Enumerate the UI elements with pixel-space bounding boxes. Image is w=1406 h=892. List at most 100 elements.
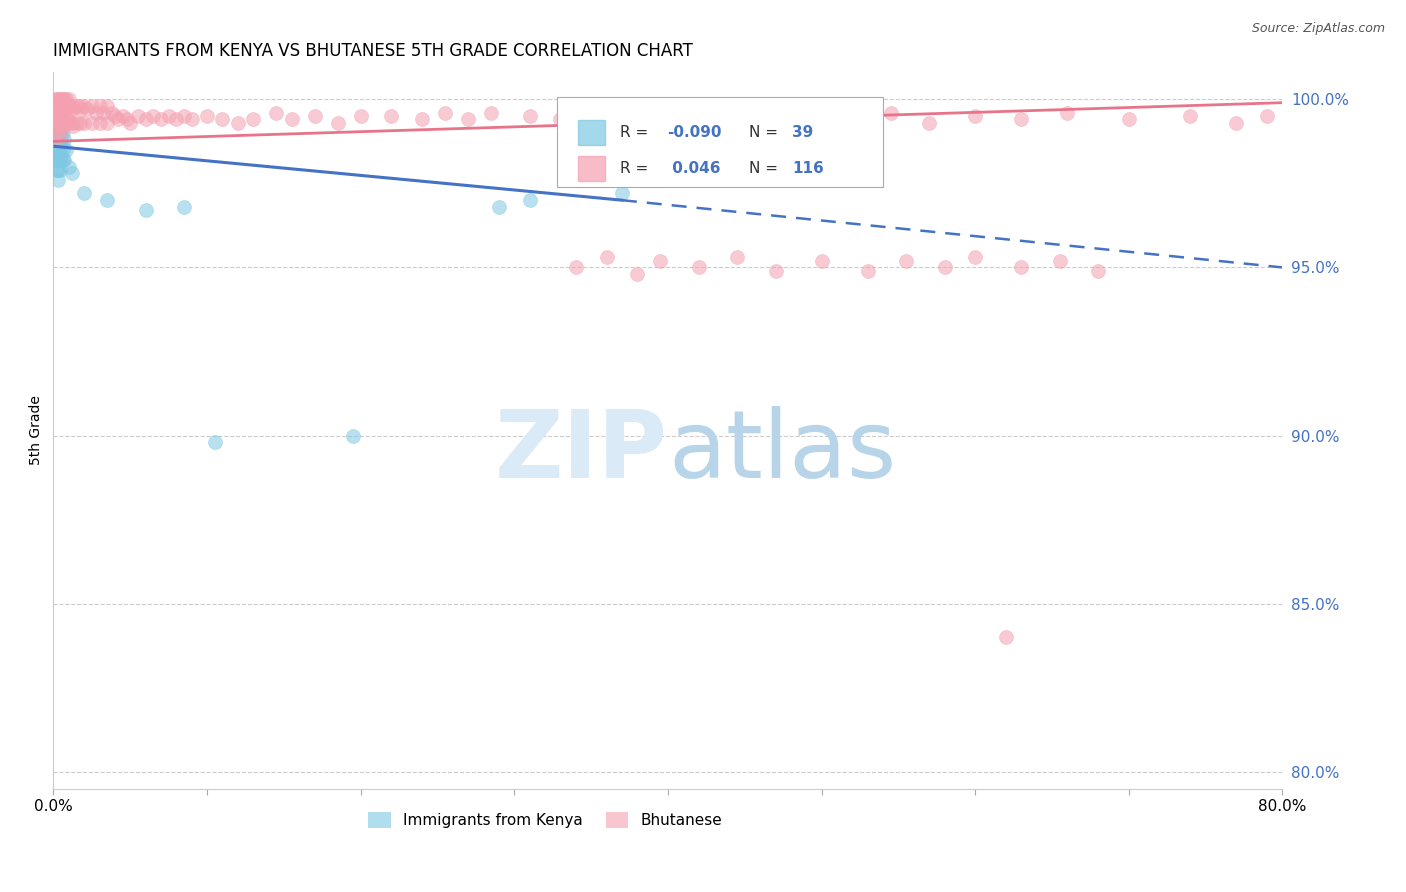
- Point: [96, 99, 118, 113]
- Point: [1049, 253, 1071, 268]
- Point: [49, 136, 72, 150]
- Point: [62, 103, 84, 117]
- Point: [59, 99, 82, 113]
- Point: [49, 126, 72, 140]
- Point: [856, 264, 879, 278]
- Point: [1010, 260, 1032, 275]
- Point: [59, 116, 82, 130]
- Point: [45, 153, 67, 167]
- Point: [52, 126, 75, 140]
- Point: [550, 112, 572, 127]
- Point: [44, 120, 66, 134]
- Point: [89, 99, 111, 113]
- Point: [650, 253, 672, 268]
- Point: [579, 105, 602, 120]
- Point: [135, 203, 157, 218]
- Text: 0.046: 0.046: [666, 161, 720, 176]
- Point: [934, 260, 956, 275]
- Point: [48, 99, 70, 113]
- Text: 39: 39: [792, 125, 813, 140]
- Point: [53, 103, 76, 117]
- Point: [45, 136, 67, 150]
- Point: [96, 193, 118, 207]
- Point: [780, 109, 803, 123]
- Point: [519, 109, 541, 123]
- Point: [688, 260, 710, 275]
- Point: [894, 253, 917, 268]
- Point: [725, 250, 748, 264]
- Point: [880, 105, 903, 120]
- Text: atlas: atlas: [668, 406, 896, 498]
- Point: [1225, 116, 1247, 130]
- Point: [115, 112, 138, 127]
- Point: [45, 126, 67, 140]
- Text: R =: R =: [620, 161, 654, 176]
- Text: -0.090: -0.090: [666, 125, 721, 140]
- Point: [565, 260, 588, 275]
- Point: [46, 136, 69, 150]
- Point: [49, 109, 72, 123]
- Point: [150, 112, 173, 127]
- Point: [411, 112, 433, 127]
- Point: [65, 116, 87, 130]
- Point: [104, 109, 127, 123]
- Point: [52, 153, 75, 167]
- Point: [60, 166, 83, 180]
- Point: [48, 143, 70, 157]
- Point: [56, 112, 79, 127]
- Point: [304, 109, 326, 123]
- Text: R =: R =: [620, 125, 654, 140]
- Point: [55, 92, 77, 106]
- Point: [91, 105, 114, 120]
- Point: [46, 153, 69, 167]
- Point: [73, 99, 96, 113]
- Point: [46, 173, 69, 187]
- Point: [173, 200, 195, 214]
- Point: [46, 143, 69, 157]
- Point: [165, 112, 187, 127]
- FancyBboxPatch shape: [578, 120, 606, 145]
- Point: [226, 116, 249, 130]
- Point: [211, 112, 233, 127]
- Point: [48, 109, 70, 123]
- Point: [1256, 109, 1278, 123]
- Text: IMMIGRANTS FROM KENYA VS BHUTANESE 5TH GRADE CORRELATION CHART: IMMIGRANTS FROM KENYA VS BHUTANESE 5TH G…: [53, 42, 693, 60]
- Text: Source: ZipAtlas.com: Source: ZipAtlas.com: [1251, 22, 1385, 36]
- Point: [76, 103, 98, 117]
- Point: [204, 435, 226, 450]
- Point: [965, 109, 987, 123]
- Point: [58, 105, 80, 120]
- Point: [86, 105, 108, 120]
- Point: [48, 126, 70, 140]
- Point: [688, 105, 710, 120]
- FancyBboxPatch shape: [557, 97, 883, 187]
- Point: [595, 250, 617, 264]
- Point: [280, 112, 302, 127]
- Point: [48, 162, 70, 177]
- Point: [44, 126, 66, 140]
- Point: [46, 92, 69, 106]
- Point: [46, 99, 69, 113]
- Point: [965, 250, 987, 264]
- Point: [45, 109, 67, 123]
- Point: [56, 99, 79, 113]
- Point: [519, 193, 541, 207]
- Point: [44, 153, 66, 167]
- Point: [918, 116, 941, 130]
- Point: [53, 92, 76, 106]
- Point: [52, 92, 75, 106]
- Point: [80, 116, 103, 130]
- Point: [52, 143, 75, 157]
- Text: N =: N =: [749, 161, 783, 176]
- Point: [610, 186, 633, 201]
- Point: [44, 143, 66, 157]
- Point: [765, 264, 787, 278]
- Point: [48, 136, 70, 150]
- Point: [173, 109, 195, 123]
- Point: [380, 109, 402, 123]
- Point: [350, 109, 373, 123]
- Point: [994, 630, 1017, 644]
- Y-axis label: 5th Grade: 5th Grade: [30, 395, 44, 466]
- Point: [44, 92, 66, 106]
- Point: [157, 109, 180, 123]
